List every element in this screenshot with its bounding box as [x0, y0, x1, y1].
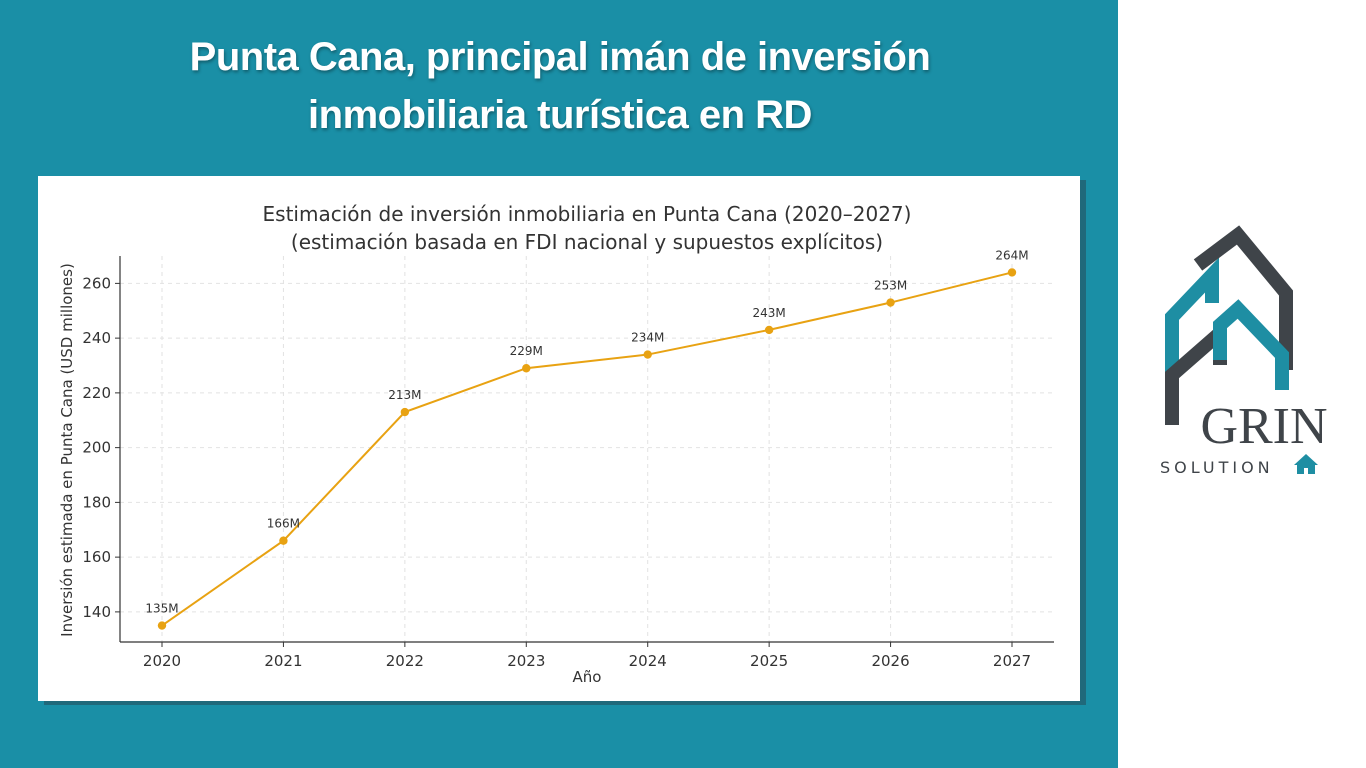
- house-icon: [1294, 454, 1318, 474]
- data-label: 243M: [753, 306, 786, 320]
- data-point: [886, 298, 895, 307]
- y-tick-label: 180: [82, 493, 111, 511]
- y-tick-label: 160: [82, 548, 111, 566]
- y-tick-label: 200: [82, 439, 111, 457]
- data-point: [522, 364, 531, 373]
- chart-subtitle: (estimación basada en FDI nacional y sup…: [291, 230, 883, 254]
- x-tick-label: 2026: [871, 652, 909, 670]
- series: 135M 166M 213M 229M 234M 243M 253M 264M: [145, 248, 1029, 630]
- data-point: [764, 325, 774, 335]
- x-tick-label: 2022: [386, 652, 424, 670]
- headline-line-2: inmobiliaria turística en RD: [308, 93, 812, 137]
- x-axis-ticks: 2020 2021 2022 2023 2024 2025 2026 2027: [143, 642, 1031, 670]
- x-axis-label: Año: [573, 668, 602, 686]
- y-tick-label: 240: [82, 329, 111, 347]
- logo-tagline: SOLUTION: [1160, 458, 1274, 477]
- headline: Punta Cana, principal imán de inversión …: [60, 28, 1060, 144]
- data-label: 264M: [995, 248, 1028, 262]
- y-tick-label: 260: [82, 274, 111, 292]
- white-side-panel: [1118, 0, 1366, 768]
- y-tick-label: 140: [82, 603, 111, 621]
- data-point: [157, 621, 167, 630]
- chart-card: Estimación de inversión inmobiliaria en …: [38, 176, 1080, 701]
- data-label: 166M: [267, 517, 300, 531]
- grin-solution-logo: GRIN SOLUTION: [1150, 225, 1350, 485]
- data-label: 135M: [145, 602, 178, 616]
- y-axis-label: Inversión estimada en Punta Cana (USD mi…: [58, 263, 76, 637]
- y-tick-label: 220: [82, 384, 111, 402]
- headline-line-1: Punta Cana, principal imán de inversión: [189, 35, 931, 79]
- data-point: [400, 407, 410, 417]
- x-tick-label: 2025: [750, 652, 788, 670]
- data-point: [643, 350, 652, 359]
- x-tick-label: 2024: [629, 652, 667, 670]
- chart-title: Estimación de inversión inmobiliaria en …: [263, 202, 912, 226]
- data-point: [1007, 268, 1017, 277]
- data-label: 213M: [388, 388, 421, 402]
- x-tick-label: 2021: [264, 652, 302, 670]
- logo-mark-icon: [1165, 225, 1293, 425]
- logo-name: GRIN: [1200, 398, 1327, 455]
- grid: [120, 256, 1054, 642]
- axes: [119, 256, 1054, 643]
- data-label: 234M: [631, 331, 664, 345]
- data-point: [279, 536, 288, 545]
- x-tick-label: 2027: [993, 652, 1031, 670]
- x-tick-label: 2020: [143, 652, 181, 670]
- data-label: 229M: [510, 344, 543, 358]
- data-label: 253M: [874, 279, 907, 293]
- series-line: [161, 271, 1013, 627]
- x-tick-label: 2023: [507, 652, 545, 670]
- y-axis-ticks: 140 160 180 200 220 240 260: [82, 274, 120, 621]
- line-chart: Estimación de inversión inmobiliaria en …: [58, 202, 1054, 686]
